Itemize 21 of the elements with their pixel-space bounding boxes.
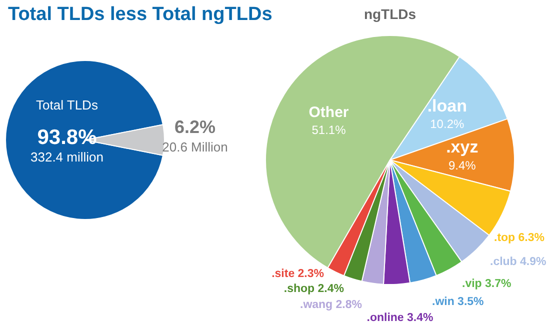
slice-label: .xyz xyxy=(446,138,478,157)
data-label: 10.2% xyxy=(430,117,464,132)
slice-label: .top 6.3% xyxy=(494,232,544,244)
data-label: 9.4% xyxy=(448,158,476,172)
slice-label: Total TLDs xyxy=(36,98,98,113)
chart-title: ngTLDs xyxy=(364,6,416,22)
slice-label: .online 3.4% xyxy=(366,312,434,324)
slice-label: .shop 2.4% xyxy=(284,283,344,296)
data-label: 6.2% xyxy=(174,116,216,137)
slice-label: .club 4.9% xyxy=(490,256,546,268)
text: 332.4 million xyxy=(30,150,104,165)
text: 20.6 Million xyxy=(162,140,228,155)
slice-label: .wang 2.8% xyxy=(300,299,362,312)
data-label: 51.1% xyxy=(312,123,346,138)
slice-label: .win 3.5% xyxy=(432,296,484,308)
slice-label: .loan xyxy=(427,96,467,116)
slice-label: Other xyxy=(308,104,349,121)
slice-label: .site 2.3% xyxy=(272,268,324,280)
data-label: 93.8% xyxy=(37,126,98,149)
chart-title: Total TLDs less Total ngTLDs xyxy=(8,4,272,26)
slice-label: .vip 3.7% xyxy=(462,278,512,290)
